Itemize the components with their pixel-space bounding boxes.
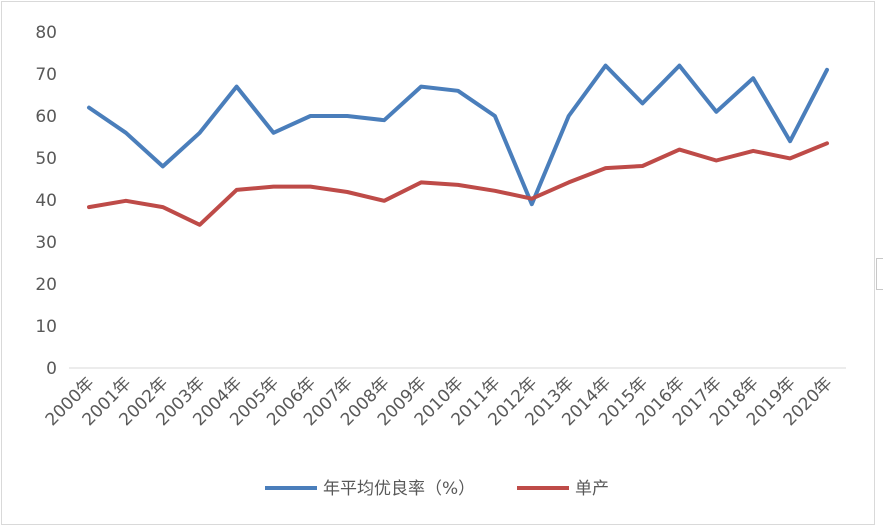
y-tick-label: 10	[35, 317, 57, 337]
data-point	[309, 186, 311, 188]
legend-label-0: 年平均优良率（%）	[323, 479, 475, 499]
data-point	[420, 86, 422, 88]
y-tick-label: 40	[35, 191, 57, 211]
data-point	[199, 224, 201, 226]
data-point	[789, 140, 791, 142]
data-point	[273, 132, 274, 134]
y-tick-label: 70	[35, 65, 57, 85]
data-point	[383, 200, 385, 202]
y-tick-label: 0	[46, 359, 57, 379]
data-point	[605, 167, 607, 169]
data-point	[494, 115, 496, 117]
data-point	[642, 102, 643, 104]
y-tick-label: 80	[35, 23, 57, 43]
y-tick-label: 30	[35, 233, 57, 253]
data-point	[826, 69, 828, 71]
data-point	[273, 186, 274, 188]
data-point	[568, 115, 570, 117]
data-point	[605, 65, 607, 67]
data-point	[715, 111, 717, 113]
data-point	[715, 160, 717, 162]
data-point	[125, 200, 127, 202]
data-point	[88, 107, 90, 109]
data-point	[125, 132, 127, 134]
data-point	[457, 184, 459, 186]
y-tick-label: 60	[35, 107, 57, 127]
data-point	[199, 132, 201, 134]
data-point	[494, 190, 496, 192]
y-tick-label: 20	[35, 275, 57, 295]
data-point	[420, 181, 422, 183]
data-point	[383, 119, 385, 121]
data-point	[457, 90, 459, 92]
y-axis-tick-labels: 0 10 20 30 40 50 60 70 80	[35, 23, 57, 379]
data-point	[531, 198, 533, 200]
legend-label-1: 单产	[575, 479, 609, 499]
data-point	[826, 142, 828, 144]
data-point	[309, 115, 311, 117]
y-tick-label: 50	[35, 149, 57, 169]
data-point	[236, 189, 238, 191]
window-edge-marker	[876, 258, 883, 290]
line-chart: 0 10 20 30 40 50 60 70 80 2000年2001年2002年2003年20…	[35, 23, 846, 499]
data-point	[752, 77, 754, 79]
data-point	[642, 165, 643, 167]
x-axis-tick-labels: 2000年2001年2002年2003年2004年2005年2006年2007年…	[42, 373, 837, 430]
data-point	[162, 165, 164, 167]
chart-frame: 0 10 20 30 40 50 60 70 80 2000年 2001年 2002年 2003年 20…	[1, 1, 875, 525]
data-point	[568, 181, 570, 183]
data-point	[678, 149, 680, 151]
data-point	[162, 206, 164, 208]
series-line-1	[87, 141, 829, 227]
series-lines	[87, 63, 829, 227]
data-point	[88, 206, 90, 208]
data-point	[678, 65, 680, 67]
data-point	[531, 203, 533, 205]
data-point	[236, 86, 238, 88]
data-point	[346, 191, 348, 193]
data-point	[789, 157, 791, 159]
data-point	[752, 150, 754, 152]
legend: 年平均优良率（%） 单产	[265, 479, 609, 499]
data-point	[346, 115, 348, 117]
